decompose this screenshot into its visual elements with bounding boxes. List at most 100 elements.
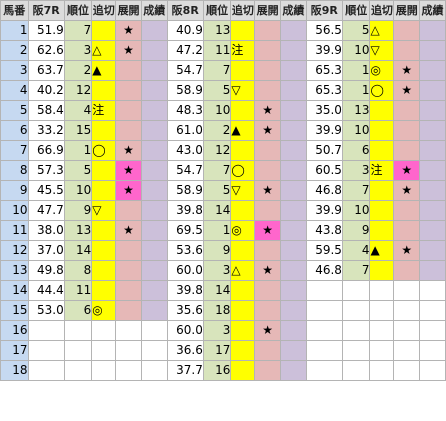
empty-cell[interactable] — [369, 280, 395, 301]
index-value-cell[interactable]: 62.6 — [27, 40, 65, 61]
index-value-cell[interactable]: 58.9 — [166, 80, 204, 101]
rank-header[interactable]: 順位 — [63, 0, 93, 21]
index-value-cell[interactable]: 60.0 — [166, 260, 204, 281]
tenkai-mark-cell[interactable]: ★ — [254, 320, 282, 341]
tenkai-mark-cell[interactable] — [254, 160, 282, 181]
rank-cell[interactable]: 2 — [202, 120, 232, 141]
seiseki-cell[interactable] — [280, 320, 307, 341]
umaban-cell[interactable]: 18 — [0, 360, 29, 381]
rank-cell[interactable]: 9 — [63, 200, 93, 221]
tenkai-mark-cell[interactable] — [254, 360, 282, 381]
tenkai-mark-cell[interactable] — [115, 120, 142, 141]
tenkai-mark-cell[interactable]: ★ — [393, 160, 421, 181]
rank-cell[interactable]: 7 — [202, 60, 232, 81]
oikiri-mark-cell[interactable] — [369, 260, 395, 281]
tenkai-mark-cell[interactable]: ★ — [254, 180, 282, 201]
empty-cell[interactable] — [140, 320, 168, 341]
tenkai-mark-cell[interactable]: ★ — [254, 220, 282, 241]
rank-cell[interactable]: 17 — [202, 340, 232, 361]
empty-cell[interactable] — [393, 320, 421, 341]
empty-cell[interactable] — [63, 340, 93, 361]
empty-cell[interactable] — [393, 360, 421, 381]
seiseki-cell[interactable] — [419, 20, 446, 41]
index-value-cell[interactable]: 44.4 — [27, 280, 65, 301]
tenkai-mark-cell[interactable] — [393, 260, 421, 281]
seiseki-cell[interactable] — [280, 340, 307, 361]
index-value-cell[interactable]: 65.3 — [305, 60, 343, 81]
empty-cell[interactable] — [305, 280, 343, 301]
index-value-cell[interactable]: 39.9 — [305, 200, 343, 221]
empty-cell[interactable] — [419, 340, 446, 361]
empty-cell[interactable] — [305, 320, 343, 341]
oikiri-mark-cell[interactable] — [230, 280, 256, 301]
tenkai-mark-cell[interactable] — [393, 220, 421, 241]
oikiri-mark-cell[interactable]: ▲ — [230, 120, 256, 141]
index-value-cell[interactable]: 53.0 — [27, 300, 65, 321]
seiseki-cell[interactable] — [140, 140, 168, 161]
index-value-cell[interactable]: 56.5 — [305, 20, 343, 41]
index-value-cell[interactable]: 58.4 — [27, 100, 65, 121]
umaban-cell[interactable]: 14 — [0, 280, 29, 301]
rank-cell[interactable]: 1 — [63, 140, 93, 161]
tenkai-mark-cell[interactable] — [254, 300, 282, 321]
empty-cell[interactable] — [27, 320, 65, 341]
tenkai-mark-cell[interactable] — [115, 80, 142, 101]
umaban-cell[interactable]: 1 — [0, 20, 29, 41]
seiseki-header[interactable]: 成績 — [140, 0, 168, 21]
oikiri-mark-cell[interactable] — [230, 20, 256, 41]
empty-cell[interactable] — [63, 320, 93, 341]
oikiri-mark-cell[interactable]: △ — [230, 260, 256, 281]
empty-cell[interactable] — [369, 300, 395, 321]
oikiri-mark-cell[interactable] — [230, 300, 256, 321]
rank-cell[interactable]: 9 — [341, 220, 371, 241]
rank-cell[interactable]: 5 — [63, 160, 93, 181]
seiseki-cell[interactable] — [140, 160, 168, 181]
oikiri-header[interactable]: 追切 — [230, 0, 256, 21]
oikiri-mark-cell[interactable] — [369, 180, 395, 201]
oikiri-mark-cell[interactable] — [91, 20, 117, 41]
oikiri-header[interactable]: 追切 — [369, 0, 395, 21]
seiseki-cell[interactable] — [280, 120, 307, 141]
rank-cell[interactable]: 7 — [63, 20, 93, 41]
oikiri-mark-cell[interactable] — [369, 200, 395, 221]
rank-cell[interactable]: 5 — [202, 180, 232, 201]
seiseki-cell[interactable] — [280, 100, 307, 121]
seiseki-cell[interactable] — [140, 200, 168, 221]
index-value-cell[interactable]: 63.7 — [27, 60, 65, 81]
index-value-cell[interactable]: 50.7 — [305, 140, 343, 161]
rank-cell[interactable]: 3 — [202, 320, 232, 341]
tenkai-mark-cell[interactable] — [254, 280, 282, 301]
tenkai-mark-cell[interactable]: ★ — [393, 80, 421, 101]
seiseki-cell[interactable] — [140, 260, 168, 281]
seiseki-cell[interactable] — [280, 60, 307, 81]
seiseki-cell[interactable] — [140, 20, 168, 41]
rank-cell[interactable]: 15 — [63, 120, 93, 141]
umaban-cell[interactable]: 3 — [0, 60, 29, 81]
empty-cell[interactable] — [115, 320, 142, 341]
tenkai-header[interactable]: 展開 — [115, 0, 142, 21]
empty-cell[interactable] — [91, 340, 117, 361]
seiseki-cell[interactable] — [140, 100, 168, 121]
rank-cell[interactable]: 13 — [341, 100, 371, 121]
seiseki-cell[interactable] — [419, 160, 446, 181]
oikiri-header[interactable]: 追切 — [91, 0, 117, 21]
index-value-cell[interactable]: 54.7 — [166, 60, 204, 81]
index-value-cell[interactable]: 45.5 — [27, 180, 65, 201]
seiseki-cell[interactable] — [140, 240, 168, 261]
index-value-cell[interactable]: 47.7 — [27, 200, 65, 221]
oikiri-mark-cell[interactable] — [230, 240, 256, 261]
index-value-cell[interactable]: 46.8 — [305, 180, 343, 201]
rank-cell[interactable]: 10 — [341, 40, 371, 61]
oikiri-mark-cell[interactable]: △ — [91, 40, 117, 61]
index-value-cell[interactable]: 40.2 — [27, 80, 65, 101]
tenkai-mark-cell[interactable] — [393, 20, 421, 41]
seiseki-cell[interactable] — [280, 40, 307, 61]
oikiri-mark-cell[interactable]: ◎ — [369, 60, 395, 81]
empty-cell[interactable] — [27, 360, 65, 381]
oikiri-mark-cell[interactable] — [91, 280, 117, 301]
tenkai-mark-cell[interactable]: ★ — [115, 220, 142, 241]
tenkai-mark-cell[interactable] — [393, 200, 421, 221]
oikiri-mark-cell[interactable]: ▲ — [369, 240, 395, 261]
index-value-cell[interactable]: 47.2 — [166, 40, 204, 61]
index-value-cell[interactable]: 37.0 — [27, 240, 65, 261]
